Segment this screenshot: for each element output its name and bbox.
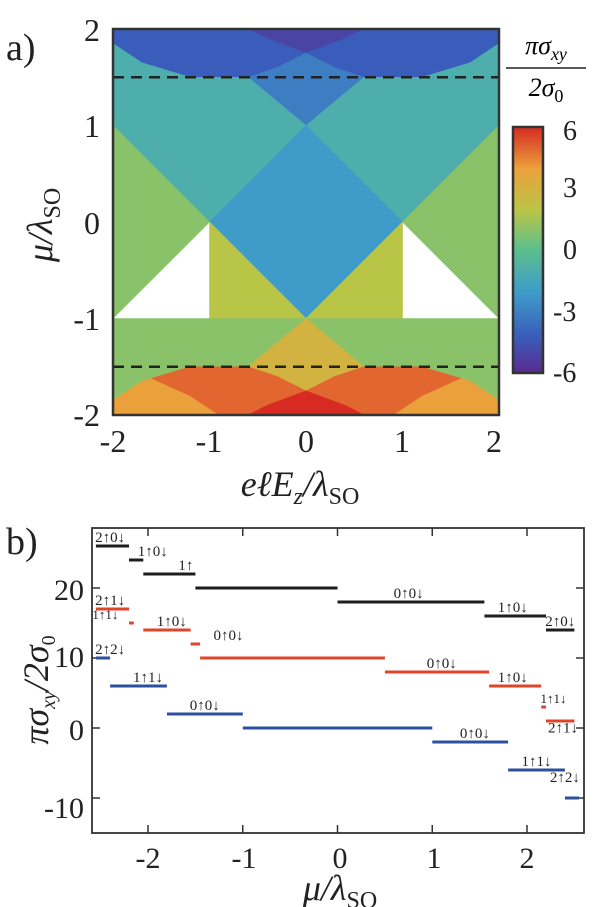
segment-annotation: 1↑1↓ [541,691,567,706]
panel-b-x-ticks: -2 -1 0 1 2 [136,842,535,875]
a-xtick-m2: -2 [100,423,127,459]
panel-b-label: b) [6,521,38,563]
panel-a-x-ticks: -2 -1 0 1 2 [100,423,502,459]
cb-tick-0: 0 [563,235,577,266]
a-ytick-0: 0 [84,205,100,241]
cb-tick-3: 3 [563,173,577,204]
a-xtick-0: 0 [298,423,314,459]
segment-annotation: 2↑0↓ [545,614,575,630]
heatmap-region [247,390,365,415]
segment-annotation: 0↑0↓ [190,698,220,714]
segment-annotation: 0↑0↓ [427,656,457,672]
panel-a-label: a) [6,27,36,69]
cb-tick-6: 6 [563,116,577,147]
panel-b-segments [95,544,580,800]
b-xtick-m2: -2 [136,842,161,875]
a-xtick-2: 2 [486,423,502,459]
panel-b-tick-marks [92,528,584,833]
b-ytick-20: 20 [54,574,84,607]
colorbar-gradient [511,125,545,375]
colorbar-label-den: 2σ0 [529,73,564,106]
segment-annotation: 2↑1↓ [548,720,578,736]
segment-annotation: 2↑1↓ [95,593,125,609]
segment-annotation: 0↑0↓ [214,628,244,644]
a-xtick-m1: -1 [196,423,223,459]
cb-tick-m6: -6 [553,358,576,389]
a-ytick-m1: -1 [73,301,100,337]
panel-a-ylabel: μ/λSO [20,188,66,263]
segment-annotation: 1↑1↓ [133,670,163,686]
b-xtick-1: 1 [427,842,442,875]
segment-annotation: 0↑0↓ [394,586,424,602]
a-xlabel: eℓEz/λSO [241,464,360,510]
b-ytick-m10: -10 [44,792,84,825]
segment-annotation: 0↑0↓ [460,726,490,742]
a-ylabel-text: μ/λSO [20,188,66,263]
a-ytick-m2: -2 [73,397,100,433]
panel-b-annotations: 2↑0↓1↑0↓1↑0↑0↓1↑0↓2↑0↓2↑1↓1↑1↓ 1↑0↓0↑0↓0↑… [92,530,580,786]
segment-annotation: 2↑2↓ [550,770,580,786]
b-xtick-m1: -1 [232,842,257,875]
dashed-lines [113,76,499,368]
panel-a-frame [111,27,501,417]
cb-tick-m3: -3 [553,297,576,328]
panel-b-ylabel: πσxy/2σ0 [16,635,60,744]
segment-annotation: 1↑0↓ [157,614,187,630]
b-xtick-2: 2 [520,842,535,875]
segment-annotation: 1↑1↓ [522,754,552,770]
heatmap-region [113,125,210,319]
b-ytick-10: 10 [54,641,84,674]
segment-annotation: 2↑0↓ [95,530,125,546]
heatmap-region [402,125,499,319]
heatmap-regions [113,29,499,415]
b-xtick-0: 0 [333,842,348,875]
segment-annotation: 1↑0↓ [498,670,528,686]
segment-annotation: 1↑1↓ [92,607,118,622]
colorbar: πσxy 2σ0 6 3 0 -3 -6 [506,31,586,389]
segment-annotation: 2↑2↓ [95,642,125,658]
a-ytick-2: 2 [84,12,100,48]
b-ytick-0: 0 [69,714,84,747]
panel-b-y-ticks: 20 10 0 -10 [44,574,84,825]
segment-annotation: 1↑0↓ [138,544,168,560]
b-ylabel-text: πσxy/2σ0 [16,635,60,744]
segment-annotation: 1↑0↓ [498,600,528,616]
a-ytick-1: 1 [84,108,100,144]
segment-annotation: 1↑ [178,558,193,574]
colorbar-label-num: πσxy [525,31,567,64]
a-xtick-1: 1 [394,423,410,459]
panel-a-y-ticks: 2 1 0 -1 -2 [73,12,100,433]
b-xlabel: μ/λSO [302,868,377,907]
